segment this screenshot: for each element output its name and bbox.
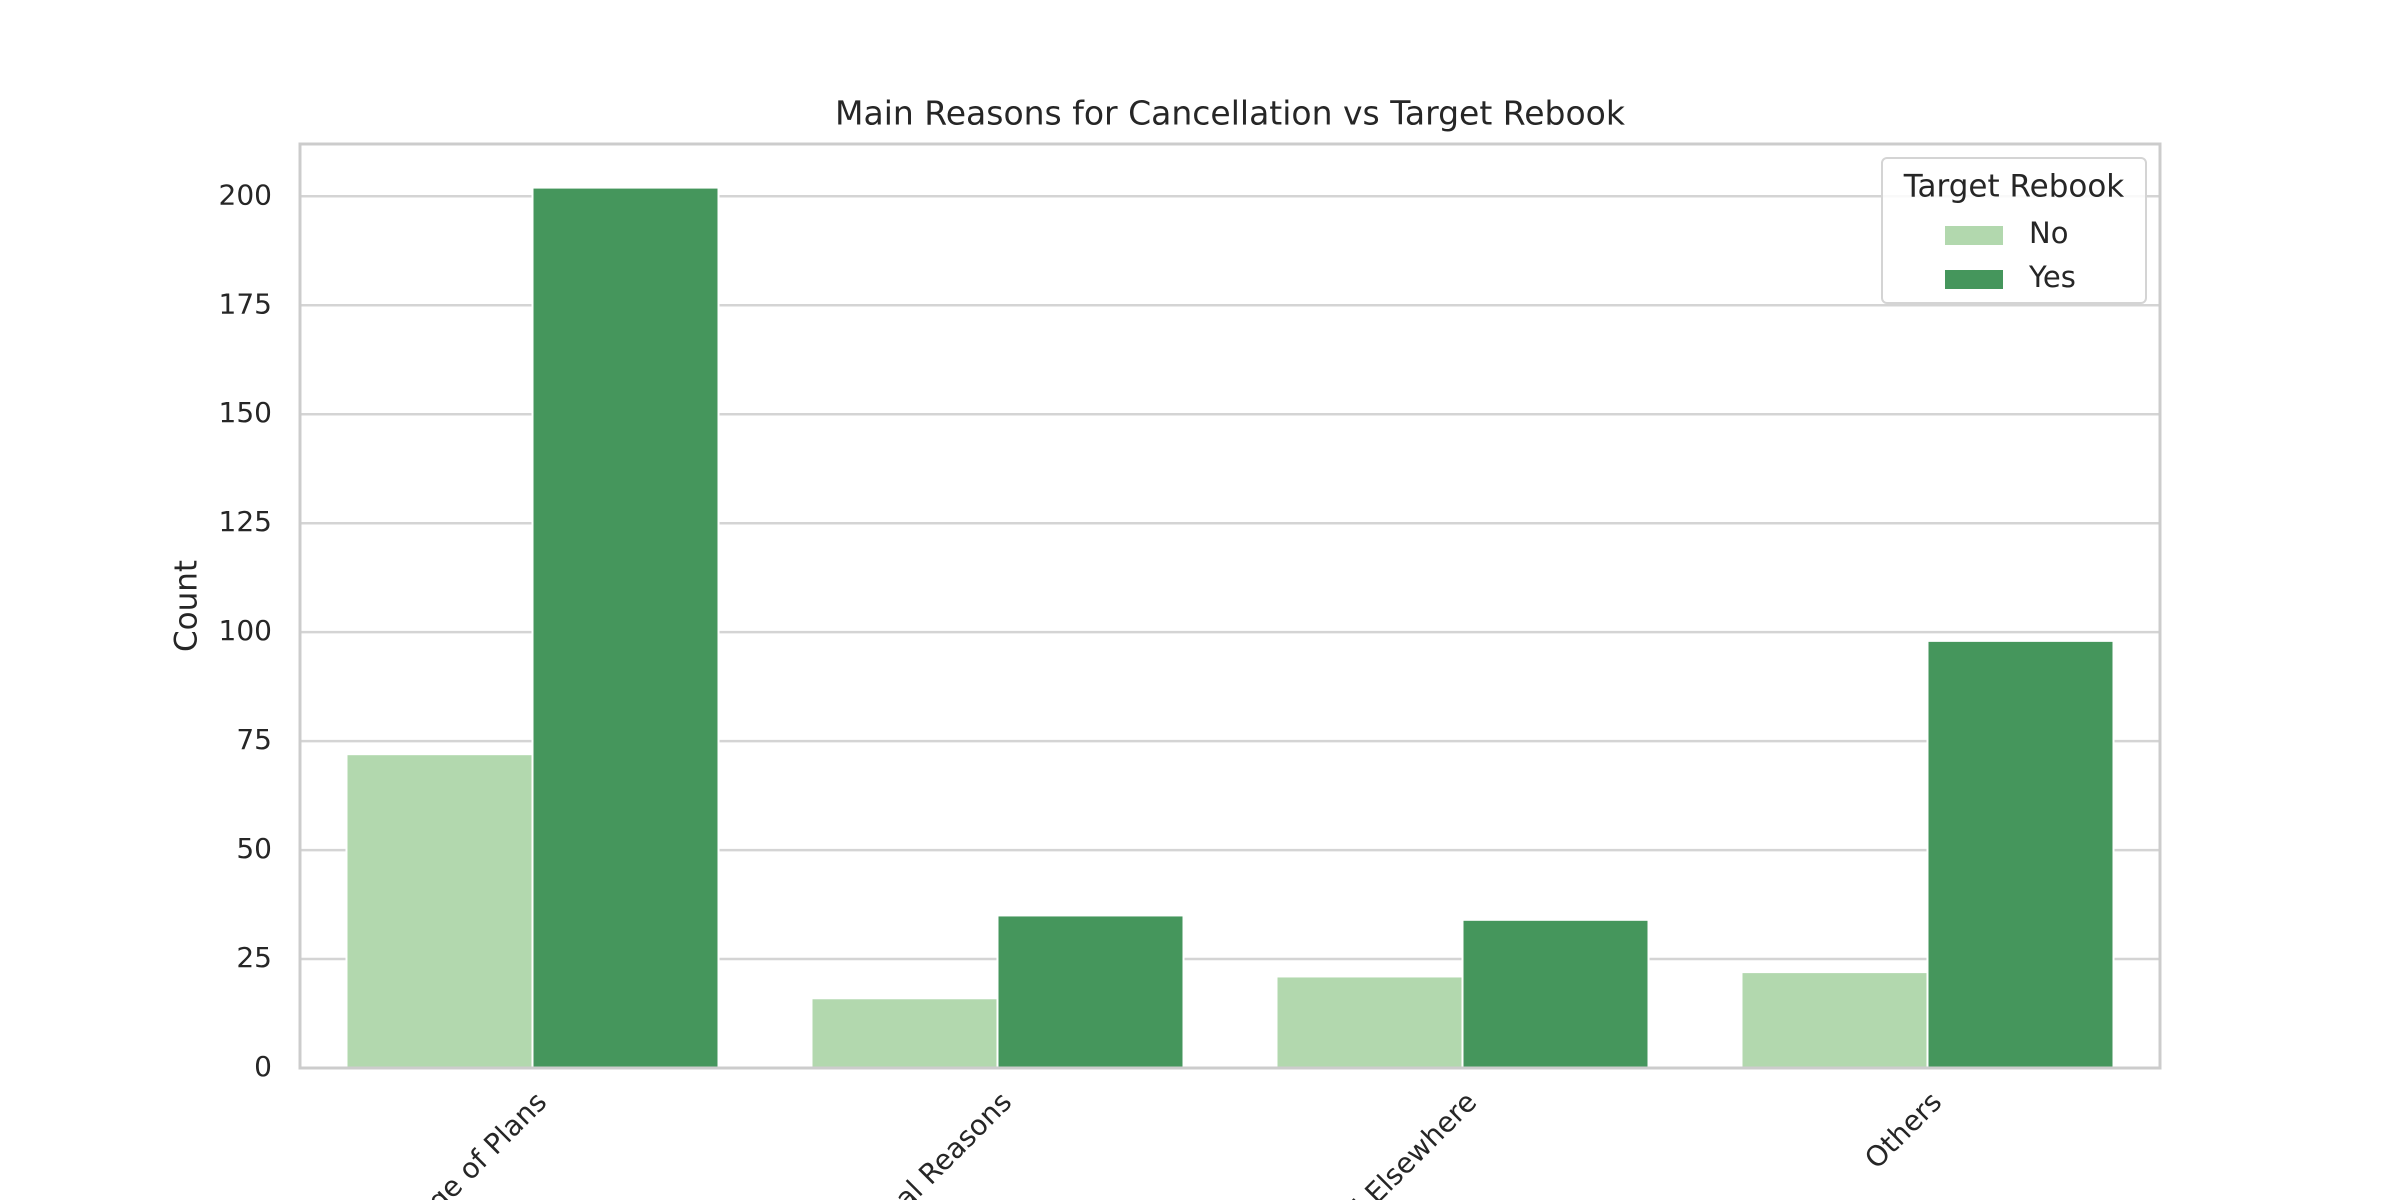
bar xyxy=(531,186,720,1069)
bar xyxy=(996,914,1185,1069)
legend-swatch xyxy=(1945,270,2003,289)
bar xyxy=(1926,639,2115,1069)
bar xyxy=(1275,975,1464,1069)
y-axis-label: Count xyxy=(169,560,205,652)
y-tick-label: 25 xyxy=(236,941,272,974)
x-tick-label: Others xyxy=(1858,1085,1948,1175)
bar xyxy=(345,753,534,1069)
plot-frame xyxy=(298,142,2162,1070)
y-tick-label: 150 xyxy=(219,396,272,429)
y-tick-label: 75 xyxy=(236,723,272,756)
y-tick-label: 175 xyxy=(219,287,272,320)
legend-box xyxy=(1881,157,2147,304)
legend: Target Rebook No Yes xyxy=(1881,157,2147,304)
legend-label: No xyxy=(2029,216,2068,250)
y-tick-label: 100 xyxy=(219,614,272,647)
x-tick-label: Change of Plans xyxy=(370,1085,553,1200)
y-tick-label: 50 xyxy=(236,832,272,865)
bar xyxy=(1740,971,1929,1070)
legend-label: Yes xyxy=(2028,260,2076,294)
chart-title: Main Reasons for Cancellation vs Target … xyxy=(835,94,1626,133)
x-tick-label: Booked Elsewhere xyxy=(1279,1085,1483,1200)
y-tick-label: 0 xyxy=(254,1050,272,1083)
legend-swatch xyxy=(1945,226,2003,245)
bar xyxy=(1461,918,1650,1070)
x-tick-label: Personal Reasons xyxy=(822,1085,1018,1200)
y-tick-label: 200 xyxy=(219,178,272,211)
bar xyxy=(810,997,999,1070)
legend-title: Target Rebook xyxy=(1903,169,2125,205)
y-tick-label: 125 xyxy=(219,505,272,538)
